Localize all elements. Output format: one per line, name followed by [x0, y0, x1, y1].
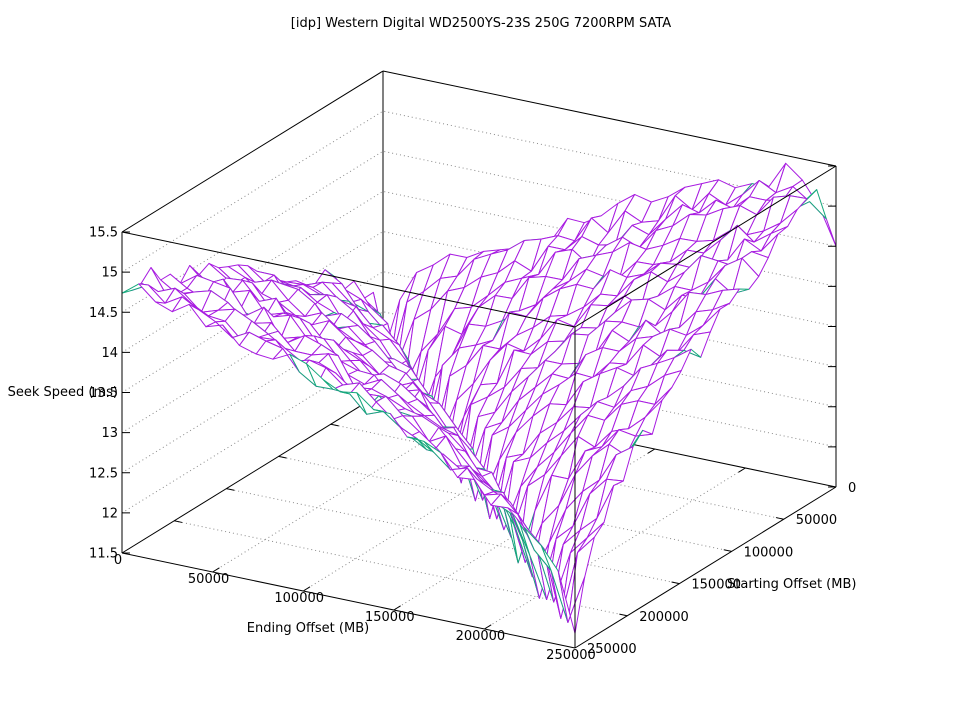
y-tick-label: 250000	[587, 642, 637, 657]
y-axis-line	[574, 486, 837, 649]
z-axis-label: Seek Speed (ms)	[8, 385, 118, 400]
base-edge-left	[121, 391, 384, 554]
y-tick	[619, 613, 628, 617]
x-axis-line	[121, 552, 576, 649]
x-tick-label: 250000	[546, 648, 596, 663]
x-tick-label: 100000	[274, 591, 324, 606]
y-tick	[723, 549, 732, 552]
x-tick-label: 150000	[365, 610, 415, 625]
x-tick	[302, 586, 311, 592]
x-tick-label: 50000	[188, 572, 229, 587]
z-tick-label: 11.5	[89, 547, 118, 562]
surface-mesh	[121, 162, 837, 634]
plot-front-layer	[121, 165, 837, 649]
x-tick-label: 200000	[456, 629, 506, 644]
z-tick-label: 15.5	[89, 226, 118, 241]
y-tick-label: 50000	[796, 513, 837, 528]
top-edge-front-left	[121, 231, 576, 328]
y-tick-label: 0	[848, 481, 856, 496]
y-mirror-tick	[330, 423, 339, 427]
y-tick	[671, 581, 680, 585]
y-tick-label: 150000	[691, 578, 741, 593]
y-tick-label: 100000	[744, 545, 794, 560]
tick-label-layer: 0 50000 100000 150000 200000 250000 0 50000 1000…	[89, 226, 856, 664]
y-mirror-tick	[278, 455, 287, 459]
z-tick-label: 14.5	[89, 306, 118, 321]
z-tick-label: 13.5	[89, 386, 118, 401]
x-tick-label: 0	[114, 553, 122, 568]
y-axis-label: Starting Offset (MB)	[727, 577, 856, 592]
base-gridline-y	[226, 488, 680, 585]
y-tick	[775, 517, 784, 520]
z-tick-label: 15	[101, 266, 118, 281]
x-mirror-tick	[647, 448, 656, 454]
top-edge-back-right	[382, 70, 837, 167]
y-mirror-tick	[174, 520, 183, 523]
z-tick-label: 12.5	[89, 466, 118, 481]
y-mirror-tick	[226, 488, 235, 491]
z-tick-label: 14	[101, 346, 118, 361]
y-tick-label: 200000	[639, 610, 689, 625]
x-mirror-tick	[738, 467, 746, 473]
x-tick	[212, 567, 220, 573]
top-edge-back-left	[121, 70, 384, 233]
z-tick-label: 12	[101, 506, 118, 521]
plot-title: [idp] Western Digital WD2500YS-23S 250G …	[291, 16, 672, 31]
x-axis-label: Ending Offset (MB)	[247, 621, 369, 636]
top-edge-front-right	[574, 165, 837, 328]
z-tick-label: 13	[101, 426, 118, 441]
x-tick	[393, 605, 401, 611]
x-tick	[484, 624, 492, 630]
